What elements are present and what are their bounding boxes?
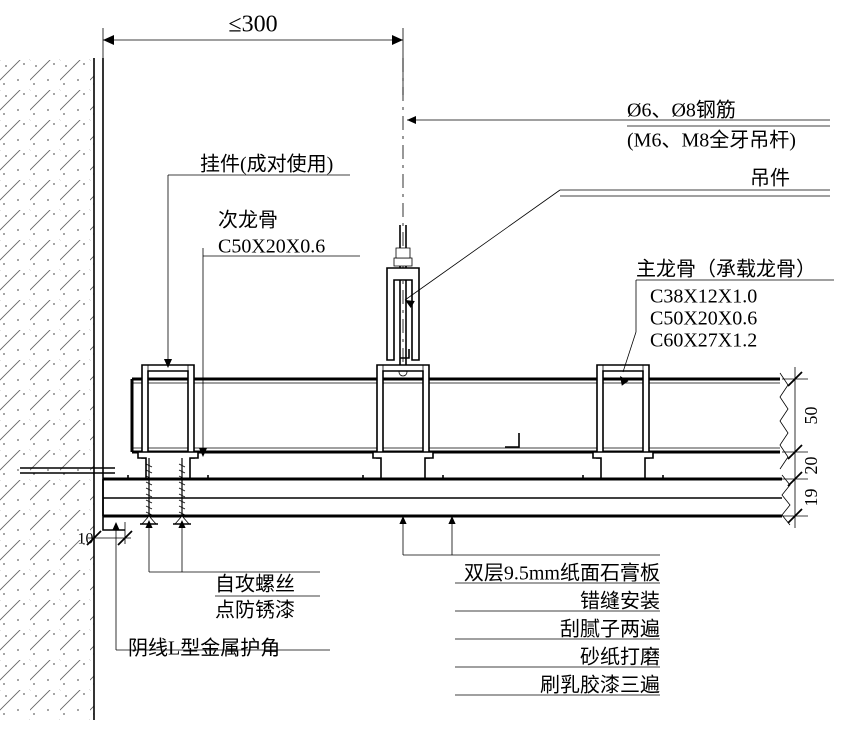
- dimension-span: ≤300: [228, 12, 277, 38]
- label-rebar: Ø6、Ø8钢筋: [627, 99, 736, 122]
- dimension-50: 50: [801, 407, 821, 425]
- label-main-runner: 主龙骨（承载龙骨）: [636, 258, 816, 281]
- label-hanger-clip: 吊件: [750, 167, 790, 190]
- label-gypsum_line5: 刷乳胶漆三遍: [540, 674, 660, 697]
- label-main-runner-s2: C50X20X0.6: [650, 308, 757, 330]
- label-main-runner-s3: C60X27X1.2: [650, 330, 757, 352]
- label-bracket: 挂件(成对使用): [200, 153, 333, 176]
- label-gypsum_line2: 错缝安装: [580, 590, 660, 613]
- label-rebar-sub: (M6、M8全牙吊杆): [627, 129, 796, 152]
- label-sub-runner-spec: C50X20X0.6: [218, 236, 325, 258]
- label-gypsum_line3: 刮腻子两遍: [560, 618, 660, 641]
- label-gypsum_line1: 双层9.5mm纸面石膏板: [464, 562, 660, 585]
- dimension-19: 19: [801, 489, 821, 507]
- label-sub-runner: 次龙骨: [218, 209, 278, 232]
- dimension-20: 20: [801, 457, 821, 475]
- label-gypsum_line4: 砂纸打磨: [580, 646, 660, 669]
- label-corner-bead: 阴线L型金属护角: [128, 637, 280, 660]
- dimension-edge-gap: 10: [78, 531, 94, 548]
- label-main-runner-s1: C38X12X1.0: [650, 286, 757, 308]
- label-screw2: 点防锈漆: [215, 599, 295, 622]
- label-screw: 自攻螺丝: [215, 573, 295, 596]
